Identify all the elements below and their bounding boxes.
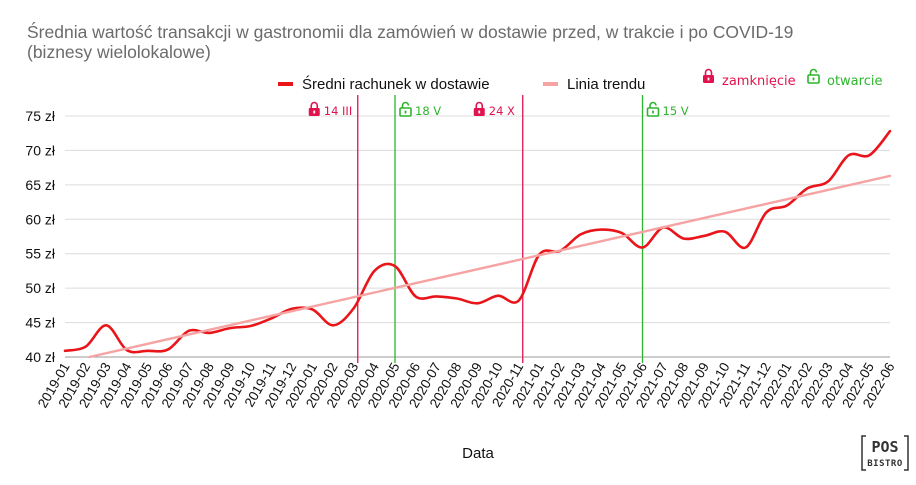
y-tick-label: 60 zł [25, 211, 55, 227]
unlock-icon [646, 101, 660, 117]
event-label: 15 V [663, 104, 689, 118]
logo-line1: POS [871, 438, 898, 456]
gridlines [65, 115, 890, 358]
series-lines [63, 129, 892, 359]
event-markers: 14 III 18 V 24 X 15 V [308, 95, 689, 363]
legend-label: Średni rachunek w dostawie [302, 75, 490, 93]
posbistro-logo: POS BISTRO [861, 435, 909, 471]
y-tick-label: 70 zł [25, 142, 55, 158]
series-line-average-bill [63, 129, 892, 354]
legend-label: Linia trendu [567, 76, 645, 93]
y-tick-label: 55 zł [25, 246, 55, 262]
x-axis-ticks: 2019-012019-022019-032019-042019-052019-… [35, 360, 898, 411]
lock-icon [308, 101, 320, 116]
unlock-icon [807, 68, 820, 84]
event-label: 24 X [489, 104, 515, 118]
event-label: 18 V [415, 104, 441, 118]
y-tick-label: 75 zł [25, 108, 55, 124]
y-tick-label: 50 zł [25, 280, 55, 296]
y-tick-label: 65 zł [25, 177, 55, 193]
lock-icon [473, 101, 485, 116]
chart-title: Średnia wartość transakcji w gastronomii… [27, 21, 793, 42]
logo-line2: BISTRO [867, 459, 903, 469]
y-tick-label: 40 zł [25, 349, 55, 365]
y-axis-ticks: 40 zł 45 zł 50 zł 55 zł 60 zł 65 zł 70 zł 75 zł [25, 108, 55, 365]
event-legend-label: zamknięcie [722, 74, 796, 89]
x-axis-label: Data [462, 445, 494, 462]
legend: Średni rachunek w dostawie Linia trendu [278, 75, 645, 93]
event-legend: zamknięcie otwarcie [703, 68, 882, 89]
y-tick-label: 45 zł [25, 315, 55, 331]
series-line-trend [88, 174, 892, 359]
lock-icon [703, 68, 714, 83]
event-label: 14 III [324, 104, 352, 118]
unlock-icon [399, 101, 412, 117]
event-legend-label: otwarcie [827, 74, 882, 89]
chart-subtitle: (biznesy wielolokalowe) [27, 42, 211, 62]
